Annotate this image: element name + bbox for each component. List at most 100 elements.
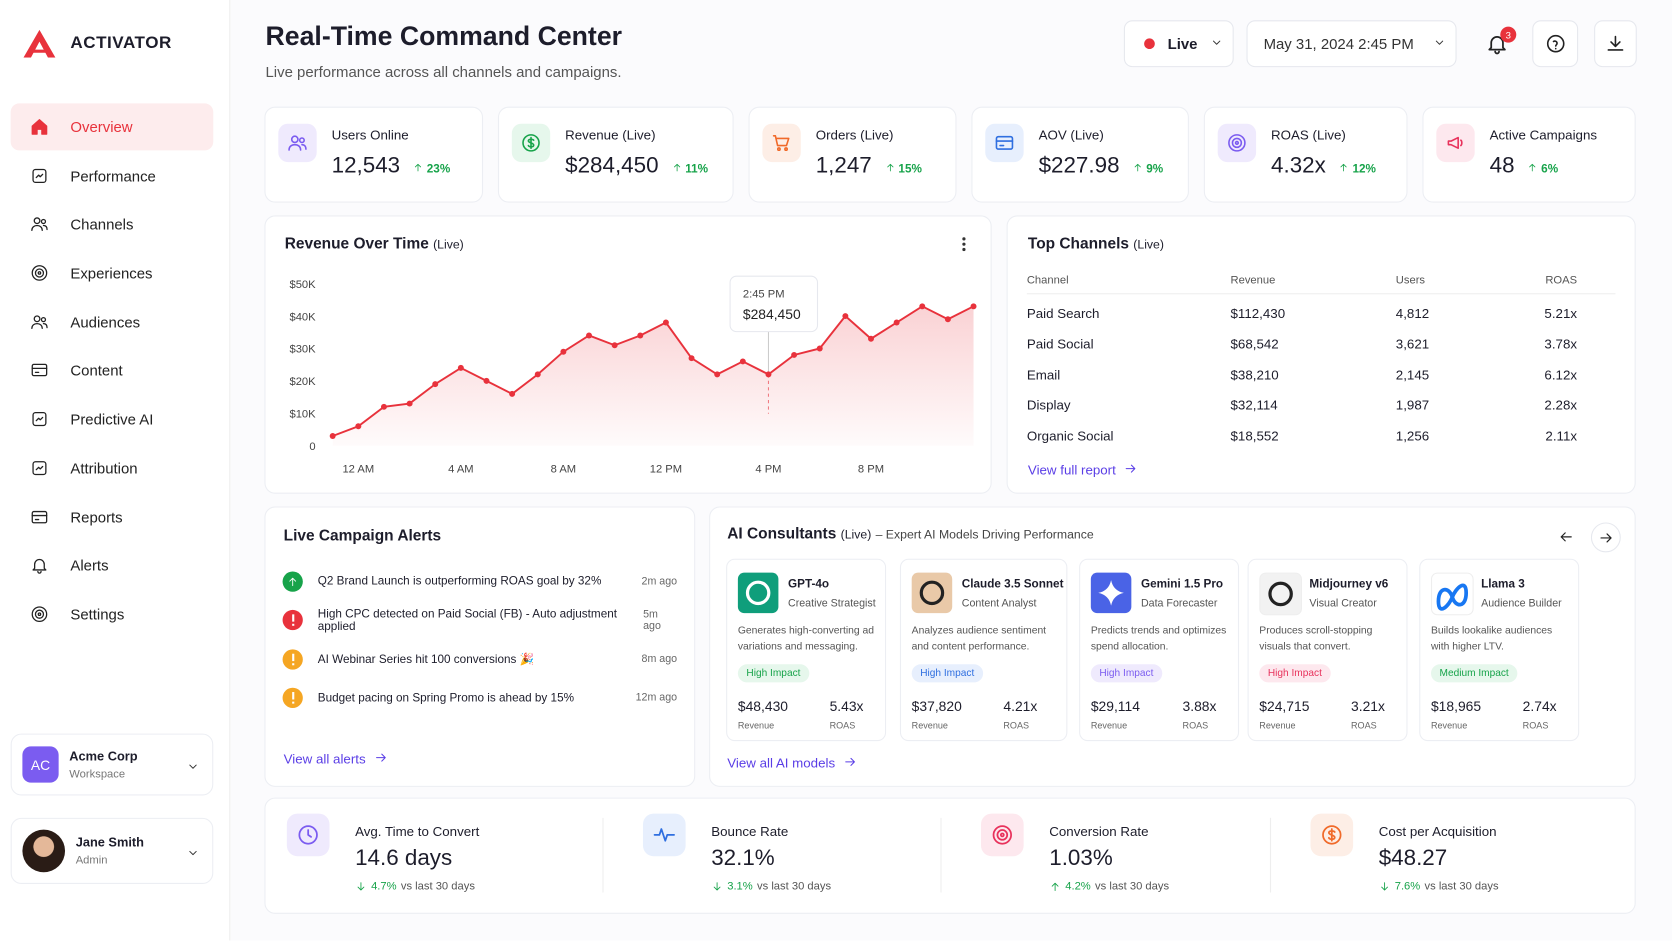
point bbox=[483, 377, 490, 384]
date-picker[interactable]: May 31, 2024 2:45 PM bbox=[1246, 20, 1457, 68]
nav-item[interactable]: Reports bbox=[11, 493, 214, 540]
view-models-link[interactable]: View all AI models bbox=[727, 755, 857, 772]
summary-label: Conversion Rate bbox=[1049, 824, 1149, 840]
table-cell: 1,987 bbox=[1395, 398, 1430, 414]
icon-part bbox=[522, 134, 540, 152]
divider bbox=[940, 817, 942, 893]
column-header: Users bbox=[1395, 274, 1426, 287]
nav-item[interactable]: Content bbox=[11, 347, 214, 394]
point bbox=[509, 390, 516, 397]
chart-menu[interactable] bbox=[961, 236, 967, 258]
nav-item[interactable]: Predictive AI bbox=[11, 396, 214, 443]
nav-label: Channels bbox=[70, 215, 134, 233]
table-cell: 2.28x bbox=[1544, 398, 1578, 414]
live-toggle[interactable]: Live bbox=[1123, 20, 1234, 68]
icon-part bbox=[415, 163, 422, 172]
model-roas: 3.88x bbox=[1182, 698, 1217, 715]
table-cell: 6.12x bbox=[1544, 367, 1578, 383]
alert-icon bbox=[282, 688, 303, 709]
workspace-switcher[interactable]: AC Acme Corp Workspace bbox=[10, 733, 214, 796]
icon-part bbox=[33, 315, 41, 322]
model-card[interactable]: Gemini 1.5 Pro Data Forecaster Predicts tr… bbox=[1079, 558, 1240, 742]
icon-part bbox=[32, 168, 47, 183]
point bbox=[944, 316, 951, 323]
nav-item[interactable]: Audiences bbox=[11, 298, 214, 345]
alert-text: Budget pacing on Spring Promo is ahead b… bbox=[317, 691, 575, 705]
icon-part bbox=[1051, 882, 1059, 891]
download-button[interactable] bbox=[1594, 20, 1637, 68]
model-card[interactable]: Claude 3.5 Sonnet Content Analyst Analyzes… bbox=[899, 558, 1068, 742]
alert-text: High CPC detected on Paid Social (FB) - … bbox=[317, 607, 618, 634]
user-menu[interactable]: Jane Smith Admin bbox=[10, 817, 214, 884]
icon-part bbox=[673, 163, 680, 172]
model-role: Audience Builder bbox=[1481, 598, 1562, 610]
table-cell: $38,210 bbox=[1230, 367, 1279, 383]
kpi-value: 1,247 bbox=[815, 153, 872, 179]
sidebar: ACTIVATOR Overview Performance Channels Expe… bbox=[0, 0, 231, 941]
brand-name: ACTIVATOR bbox=[70, 34, 172, 53]
nav-item[interactable]: Experiences bbox=[11, 250, 214, 297]
point bbox=[842, 313, 849, 320]
notifications[interactable]: 3 bbox=[1485, 26, 1517, 61]
icon-part bbox=[357, 881, 365, 890]
kpi-label: ROAS (Live) bbox=[1271, 127, 1346, 143]
table-cell: 3,621 bbox=[1395, 336, 1430, 352]
nav-item[interactable]: Channels bbox=[11, 201, 214, 248]
icon-part bbox=[31, 368, 48, 374]
view-report-link[interactable]: View full report bbox=[1028, 462, 1138, 479]
model-name: GPT-4o bbox=[787, 577, 830, 591]
kpi-card: Active Campaigns 48 6% bbox=[1422, 106, 1636, 203]
model-card[interactable]: Llama 3 Audience Builder Builds lookalike … bbox=[1419, 558, 1580, 742]
table-cell: $112,430 bbox=[1230, 306, 1286, 322]
icon-part bbox=[32, 460, 47, 475]
nav-item[interactable]: Settings bbox=[11, 591, 214, 638]
model-card[interactable]: GPT-4o Creative Strategist Generates high-… bbox=[726, 558, 887, 742]
model-card[interactable]: Midjourney v6 Visual Creator Produces scro… bbox=[1247, 558, 1408, 742]
comparison: vs last 30 days bbox=[757, 879, 832, 893]
nav-item[interactable]: Performance bbox=[11, 152, 214, 199]
nav-item[interactable]: Overview bbox=[10, 103, 214, 151]
point bbox=[791, 351, 798, 358]
icon-part bbox=[291, 692, 294, 705]
view-alerts-link[interactable]: View all alerts bbox=[284, 751, 388, 768]
icon-part bbox=[42, 322, 48, 328]
next-button[interactable] bbox=[1590, 522, 1621, 553]
table-cell: Organic Social bbox=[1026, 428, 1114, 444]
model-logo bbox=[1259, 572, 1302, 616]
nav-label: Content bbox=[70, 361, 123, 380]
prev-button[interactable] bbox=[1551, 522, 1579, 550]
caret bbox=[187, 759, 200, 778]
point bbox=[534, 371, 541, 378]
kpi-icon bbox=[278, 123, 317, 163]
nav-item[interactable]: Attribution bbox=[11, 444, 214, 491]
icon-part bbox=[34, 268, 45, 278]
point bbox=[611, 342, 618, 349]
impact-badge: Medium Impact bbox=[1430, 664, 1518, 683]
point bbox=[893, 319, 900, 326]
summary-change: 4.2% vs last 30 days bbox=[1049, 880, 1169, 892]
icon-part bbox=[32, 412, 47, 427]
kpi-card: Users Online 12,543 23% bbox=[264, 106, 484, 203]
icon-part bbox=[37, 612, 42, 616]
point bbox=[970, 303, 977, 310]
top-channels-card: Top Channels (Live) Channel Revenue Users RO… bbox=[1006, 215, 1636, 494]
icon-part bbox=[35, 416, 44, 422]
page-subtitle: Live performance across all channels and… bbox=[265, 62, 622, 80]
revenue-label: Revenue bbox=[1430, 719, 1468, 731]
summary-value: 14.6 days bbox=[355, 845, 453, 871]
x-tick-label: 12 PM bbox=[650, 463, 682, 475]
change-value: 4.7% bbox=[371, 879, 397, 893]
icon-part bbox=[415, 163, 422, 172]
icon-part bbox=[962, 237, 966, 252]
nav-item[interactable]: Alerts bbox=[11, 542, 214, 589]
alert-text: AI Webinar Series hit 100 conversions 🎉 bbox=[317, 653, 535, 667]
user-name: Jane Smith bbox=[75, 834, 144, 850]
help-button[interactable] bbox=[1532, 20, 1579, 68]
summary-metric: Bounce Rate 32.1% 3.1% vs last 30 days bbox=[642, 813, 942, 899]
summary-icon bbox=[642, 813, 686, 857]
summary-value: $48.27 bbox=[1378, 845, 1448, 871]
icon-part bbox=[784, 147, 788, 152]
point bbox=[816, 345, 823, 352]
icon-part bbox=[32, 460, 47, 475]
icon-part bbox=[31, 265, 48, 281]
